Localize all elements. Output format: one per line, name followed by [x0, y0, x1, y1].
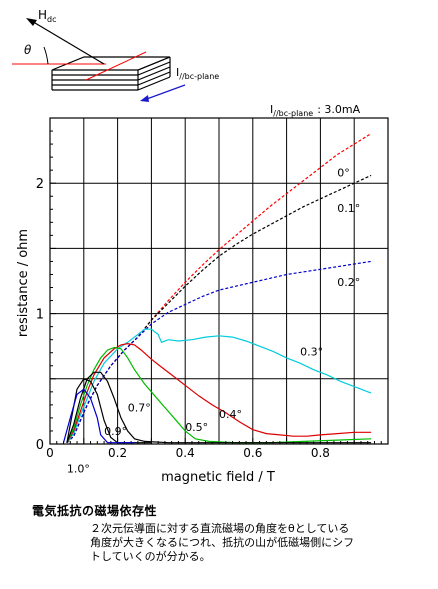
y-tick-label: 1: [36, 308, 44, 323]
caption-title: 電気抵抗の磁場依存性: [32, 504, 158, 518]
x-tick-label: 0.4: [176, 446, 195, 460]
series-label: 0°: [337, 167, 350, 180]
series-labels: 0° 0.1° 0.2° 0.3° 0.4° 0.5° 0.7°0.9° 1.0°: [67, 167, 360, 476]
caption-body: ２次元伝導面に対する直流磁場の角度をθとしている 角度が大きくなるにつれ、抵抗の…: [90, 522, 390, 564]
field-label: Hdc: [38, 8, 57, 24]
caption-line: 角度が大きくなるにつれ、抵抗の山が低磁場側にシフ: [90, 536, 355, 549]
series-line: [66, 174, 372, 444]
caption-line: トしていくのが分かる。: [90, 550, 211, 563]
series-label: 0.1°: [337, 202, 360, 215]
series-label: 0.4°: [219, 408, 242, 421]
angle-arc: [43, 46, 49, 65]
x-tick-label: 0.6: [243, 446, 262, 460]
caption-line: ２次元伝導面に対する直流磁場の角度をθとしている: [90, 522, 350, 535]
series-line: [66, 342, 372, 444]
series-label: 0.3°: [300, 345, 323, 358]
current-label: I//bc-plane: [176, 66, 219, 81]
x-tick-label: 0: [46, 446, 54, 460]
y-axis-label: resistance / ohm: [16, 229, 31, 337]
field-arrow: [29, 19, 105, 65]
current-arrowhead: [140, 95, 149, 102]
series-line: [66, 328, 372, 444]
series-label: 0.5°: [185, 421, 208, 434]
series-label: 0.2°: [337, 276, 360, 289]
series-label: 1.0°: [67, 463, 90, 476]
series-lines: [62, 133, 372, 444]
series-label: 0.7°: [128, 401, 151, 414]
series-line: [66, 260, 372, 444]
field-arrowhead: [26, 18, 37, 26]
x-tick-label: 0.2: [108, 446, 127, 460]
series-line: [62, 388, 135, 444]
y-tick-label: 2: [36, 177, 44, 192]
current-readout: I//bc-plane: 3.0mA: [270, 103, 361, 118]
field-geometry-diagram: Hdc θ I//bc-plane: [12, 8, 219, 102]
tilted-reference-line: [85, 51, 147, 81]
y-tick-label: 0: [36, 438, 44, 453]
x-tick-label: 0.8: [311, 446, 330, 460]
current-arrow: [143, 84, 186, 101]
sample-layer-stack: [51, 56, 171, 91]
x-axis-label: magnetic field / T: [161, 470, 275, 485]
angle-label: θ: [24, 43, 32, 57]
tick-labels: 0 0.2 0.4 0.6 0.8 0 1 2: [36, 177, 330, 460]
series-label: 0.9°: [104, 425, 127, 438]
